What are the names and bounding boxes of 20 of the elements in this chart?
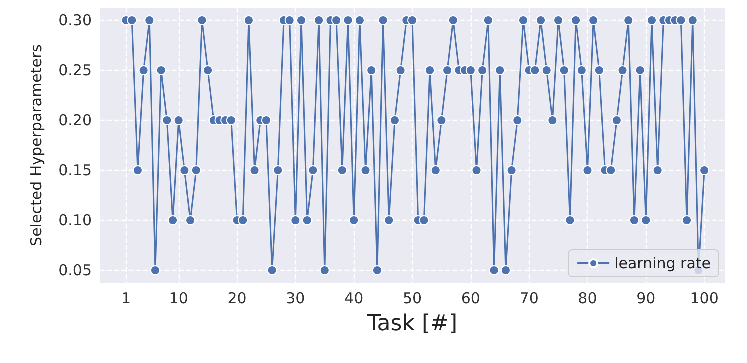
x-tick-label: 50 xyxy=(402,290,422,308)
x-tick-label: 10 xyxy=(169,290,188,308)
x-axis-title: Task [#] xyxy=(366,312,458,336)
x-tick-label: 40 xyxy=(344,290,364,308)
x-tick-label: 20 xyxy=(228,290,247,308)
y-tick-label: 0.10 xyxy=(58,212,92,230)
y-tick-label: 0.05 xyxy=(58,262,92,280)
x-tick-label: 80 xyxy=(578,290,598,308)
x-tick-label: 1 xyxy=(122,290,132,308)
x-tick-label: 100 xyxy=(690,290,719,308)
x-tick-label: 90 xyxy=(636,290,656,308)
x-tick-label: 30 xyxy=(286,290,306,308)
y-tick-label: 0.20 xyxy=(58,112,92,130)
y-tick-label: 0.25 xyxy=(58,62,92,80)
legend-label: learning rate xyxy=(614,254,712,272)
y-tick-label: 0.30 xyxy=(58,12,92,30)
y-tick-label: 0.15 xyxy=(58,162,92,180)
x-tick-label: 60 xyxy=(461,290,480,308)
x-tick-label: 70 xyxy=(520,290,539,308)
y-axis-title: Selected Hyperparameters xyxy=(28,44,46,246)
